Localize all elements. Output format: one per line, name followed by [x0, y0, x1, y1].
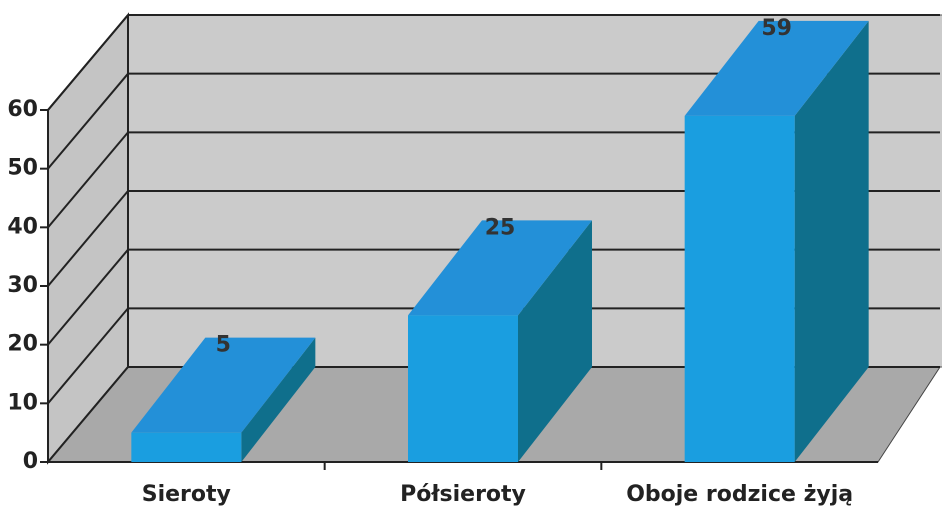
bar-top — [408, 220, 592, 316]
x-tick-label: Sieroty — [142, 482, 231, 507]
grid-line-side — [47, 249, 129, 346]
bar-side — [241, 337, 316, 462]
grid-line-side — [47, 131, 129, 228]
grid-line-side — [47, 190, 129, 287]
grid-line-side — [47, 307, 129, 404]
y-tick-label: 30 — [7, 273, 38, 298]
y-tick-label: 0 — [23, 449, 38, 474]
bar — [408, 315, 518, 462]
grid-line-side — [47, 366, 129, 463]
grid-line-side — [47, 73, 129, 170]
bar-top — [131, 337, 316, 433]
bar — [131, 432, 242, 462]
y-tick-label: 50 — [7, 156, 38, 181]
data-label: 5 — [216, 333, 231, 358]
bar-top — [684, 20, 869, 116]
data-label: 59 — [761, 16, 792, 41]
y-tick-label: 40 — [7, 214, 38, 239]
grid-line-side — [47, 14, 129, 111]
y-tick-label: 60 — [7, 97, 38, 122]
x-tick-label: Oboje rodzice żyją — [626, 482, 853, 507]
x-tick-label: Półsieroty — [400, 482, 526, 507]
bar-side — [794, 20, 869, 462]
bar — [684, 115, 795, 462]
y-tick-label: 10 — [7, 390, 38, 415]
data-label: 25 — [485, 215, 516, 240]
y-tick-label: 20 — [7, 332, 38, 357]
bar-side — [518, 220, 592, 462]
